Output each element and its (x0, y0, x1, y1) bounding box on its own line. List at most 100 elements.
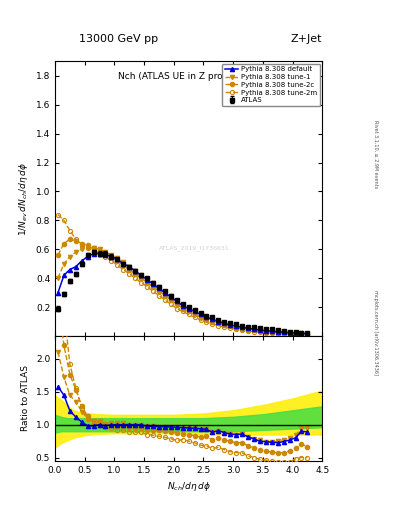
Pythia 8.308 default (263, 328, 268, 334)
Pythia 8.308 tune-2c (56, 252, 61, 258)
Pythia 8.308 tune-2c (210, 318, 215, 325)
Line: Pythia 8.308 tune-2c: Pythia 8.308 tune-2c (56, 237, 310, 336)
Pythia 8.308 tune-1 (56, 275, 61, 281)
Pythia 8.308 tune-2m (151, 288, 155, 294)
Pythia 8.308 tune-2c (97, 248, 102, 254)
Pythia 8.308 tune-2m (145, 284, 149, 290)
Pythia 8.308 tune-2m (293, 331, 298, 337)
Pythia 8.308 tune-2m (240, 327, 244, 333)
Pythia 8.308 tune-1 (169, 294, 173, 300)
Pythia 8.308 tune-1 (240, 324, 244, 330)
Pythia 8.308 tune-2m (246, 328, 250, 334)
Line: Pythia 8.308 tune-1: Pythia 8.308 tune-1 (56, 246, 310, 336)
Pythia 8.308 tune-1 (97, 246, 102, 252)
Pythia 8.308 tune-2m (257, 329, 262, 335)
Pythia 8.308 tune-2c (156, 288, 161, 294)
Pythia 8.308 default (79, 258, 84, 264)
Pythia 8.308 default (169, 294, 173, 300)
Pythia 8.308 tune-1 (103, 249, 108, 255)
Pythia 8.308 tune-2c (151, 284, 155, 290)
Pythia 8.308 tune-1 (222, 320, 227, 326)
Pythia 8.308 tune-2m (305, 332, 310, 338)
Pythia 8.308 default (210, 316, 215, 323)
Pythia 8.308 default (73, 264, 78, 270)
Pythia 8.308 tune-1 (257, 327, 262, 333)
Pythia 8.308 tune-1 (62, 261, 66, 267)
Pythia 8.308 tune-2c (109, 253, 114, 260)
Pythia 8.308 tune-2m (263, 330, 268, 336)
Pythia 8.308 default (68, 266, 72, 272)
Text: Rivet 3.1.10, ≥ 2.9M events: Rivet 3.1.10, ≥ 2.9M events (373, 119, 378, 188)
Pythia 8.308 default (216, 318, 221, 325)
Pythia 8.308 default (127, 264, 132, 270)
Text: Nch (ATLAS UE in Z production): Nch (ATLAS UE in Z production) (118, 72, 260, 81)
Pythia 8.308 tune-2c (240, 326, 244, 332)
Pythia 8.308 tune-2c (133, 271, 138, 277)
Pythia 8.308 tune-1 (198, 311, 203, 317)
Pythia 8.308 tune-2m (163, 297, 167, 303)
Y-axis label: Ratio to ATLAS: Ratio to ATLAS (21, 366, 30, 432)
Pythia 8.308 default (156, 285, 161, 291)
Pythia 8.308 tune-2c (62, 241, 66, 247)
Pythia 8.308 tune-2m (299, 331, 304, 337)
Pythia 8.308 tune-2m (287, 331, 292, 337)
Pythia 8.308 tune-1 (85, 245, 90, 251)
Pythia 8.308 tune-1 (115, 255, 120, 261)
Text: 13000 GeV pp: 13000 GeV pp (79, 33, 158, 44)
Pythia 8.308 default (91, 250, 96, 257)
Pythia 8.308 default (109, 253, 114, 260)
Pythia 8.308 default (270, 328, 274, 334)
Pythia 8.308 default (198, 311, 203, 317)
Pythia 8.308 tune-1 (204, 314, 209, 321)
Pythia 8.308 tune-2m (210, 321, 215, 327)
Pythia 8.308 default (228, 322, 233, 328)
Pythia 8.308 tune-2m (85, 245, 90, 251)
Pythia 8.308 default (174, 298, 179, 305)
Pythia 8.308 tune-2c (293, 331, 298, 337)
X-axis label: $N_{ch}/d\eta\,d\phi$: $N_{ch}/d\eta\,d\phi$ (167, 480, 211, 493)
Pythia 8.308 tune-1 (252, 326, 256, 332)
Pythia 8.308 tune-1 (246, 325, 250, 331)
Pythia 8.308 tune-1 (156, 285, 161, 291)
Pythia 8.308 tune-2m (228, 325, 233, 331)
Pythia 8.308 tune-2m (252, 329, 256, 335)
Pythia 8.308 tune-2m (174, 306, 179, 312)
Pythia 8.308 tune-2c (257, 328, 262, 334)
Pythia 8.308 tune-2c (180, 306, 185, 312)
Pythia 8.308 tune-1 (186, 306, 191, 312)
Pythia 8.308 tune-2m (180, 308, 185, 314)
Pythia 8.308 tune-1 (133, 268, 138, 274)
Pythia 8.308 default (234, 323, 239, 329)
Pythia 8.308 default (139, 272, 143, 279)
Pythia 8.308 tune-2m (198, 317, 203, 323)
Pythia 8.308 default (293, 330, 298, 336)
Pythia 8.308 tune-2c (270, 329, 274, 335)
Pythia 8.308 tune-2c (139, 275, 143, 281)
Pythia 8.308 tune-1 (281, 329, 286, 335)
Pythia 8.308 tune-2m (121, 266, 126, 272)
Pythia 8.308 tune-2c (252, 327, 256, 333)
Pythia 8.308 tune-1 (228, 322, 233, 328)
Pythia 8.308 default (103, 252, 108, 258)
Pythia 8.308 tune-2m (270, 330, 274, 336)
Text: Z+Jet: Z+Jet (291, 33, 322, 44)
Pythia 8.308 tune-2c (186, 308, 191, 314)
Pythia 8.308 tune-1 (151, 281, 155, 287)
Pythia 8.308 tune-2m (109, 258, 114, 264)
Pythia 8.308 tune-2m (281, 331, 286, 337)
Pythia 8.308 default (56, 290, 61, 296)
Pythia 8.308 tune-1 (109, 252, 114, 258)
Pythia 8.308 default (192, 308, 197, 314)
Pythia 8.308 default (305, 331, 310, 337)
Pythia 8.308 default (257, 327, 262, 333)
Text: ATLAS_2019_I1736631: ATLAS_2019_I1736631 (159, 245, 230, 251)
Pythia 8.308 tune-2m (156, 292, 161, 298)
Pythia 8.308 tune-1 (270, 328, 274, 334)
Text: mcplots.cern.ch [arXiv:1306.3436]: mcplots.cern.ch [arXiv:1306.3436] (373, 290, 378, 375)
Pythia 8.308 default (246, 325, 250, 331)
Pythia 8.308 tune-1 (210, 316, 215, 323)
Pythia 8.308 tune-2m (234, 326, 239, 332)
Pythia 8.308 tune-2c (275, 330, 280, 336)
Pythia 8.308 tune-1 (145, 276, 149, 283)
Pythia 8.308 tune-1 (68, 253, 72, 260)
